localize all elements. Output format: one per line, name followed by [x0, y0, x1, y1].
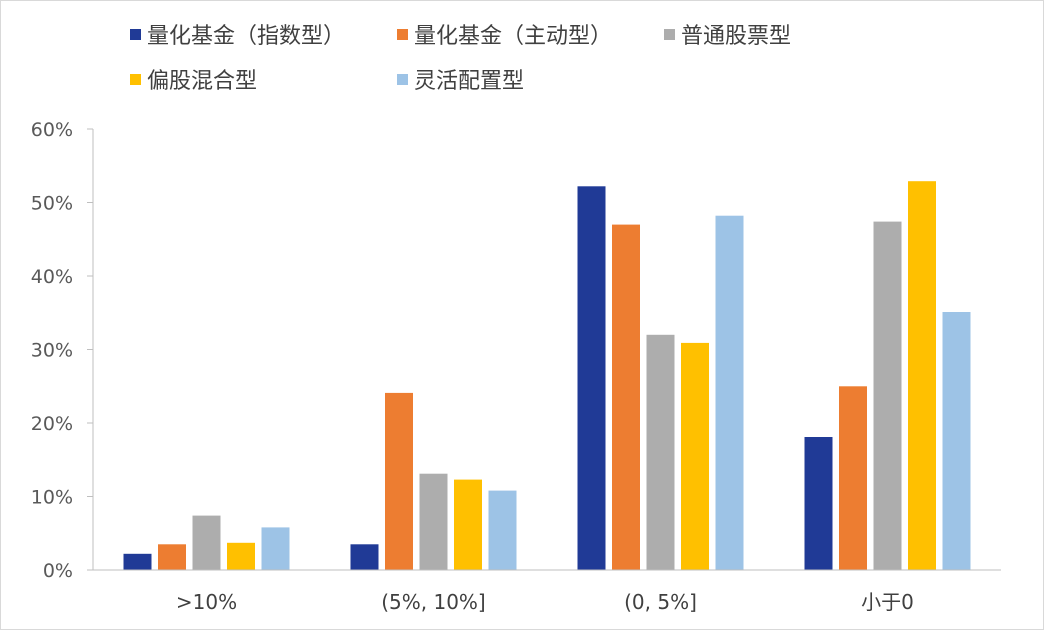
bar-4-3 [681, 342, 709, 570]
bar-5-1 [261, 527, 290, 570]
bar-1-1 [123, 553, 152, 570]
bar-2-2 [385, 392, 413, 570]
x-axis: >10% (5%, 10%] (0, 5%] 小于0 [93, 569, 1001, 614]
bar-1-2 [350, 544, 379, 570]
legend-swatch [130, 74, 141, 85]
legend-swatch [130, 29, 141, 40]
bar-4-1 [227, 542, 255, 570]
legend-label: 量化基金（指数型） [147, 24, 345, 49]
y-tick-label: 0% [43, 560, 73, 582]
legend-swatch [397, 29, 408, 40]
bar-5-3 [715, 215, 744, 570]
bar-1-3 [577, 186, 606, 571]
bar-2-3 [612, 224, 640, 570]
bar-3-3 [646, 334, 675, 570]
legend-swatch [664, 29, 675, 40]
bar-2-1 [158, 544, 186, 570]
y-tick-label: 50% [31, 193, 73, 215]
x-tick-label: (5%, 10%] [381, 590, 486, 614]
bar-5-4 [942, 312, 971, 570]
legend-label: 普通股票型 [681, 24, 791, 49]
legend-label: 灵活配置型 [414, 69, 524, 94]
bar-4-4 [908, 181, 936, 570]
y-axis: 0% 10% 20% 30% 40% 50% 60% [31, 119, 94, 582]
x-tick-label: >10% [176, 590, 237, 614]
x-tick-label: (0, 5%] [624, 590, 697, 614]
legend-label: 偏股混合型 [147, 69, 257, 94]
y-tick-label: 10% [31, 487, 73, 509]
bar-3-4 [873, 221, 902, 570]
y-tick-label: 60% [31, 119, 73, 141]
bar-4-2 [454, 479, 482, 570]
legend-label: 量化基金（主动型） [414, 24, 612, 49]
y-tick-label: 20% [31, 413, 73, 435]
bar-1-4 [804, 437, 833, 570]
x-tick-label: 小于0 [861, 590, 914, 614]
bar-3-1 [192, 515, 221, 570]
bar-3-2 [419, 473, 448, 570]
bars [123, 181, 971, 571]
legend-swatch [397, 74, 408, 85]
bar-5-2 [488, 490, 517, 570]
bar-2-4 [839, 386, 867, 571]
y-tick-label: 30% [31, 340, 73, 362]
y-tick-label: 40% [31, 266, 73, 288]
